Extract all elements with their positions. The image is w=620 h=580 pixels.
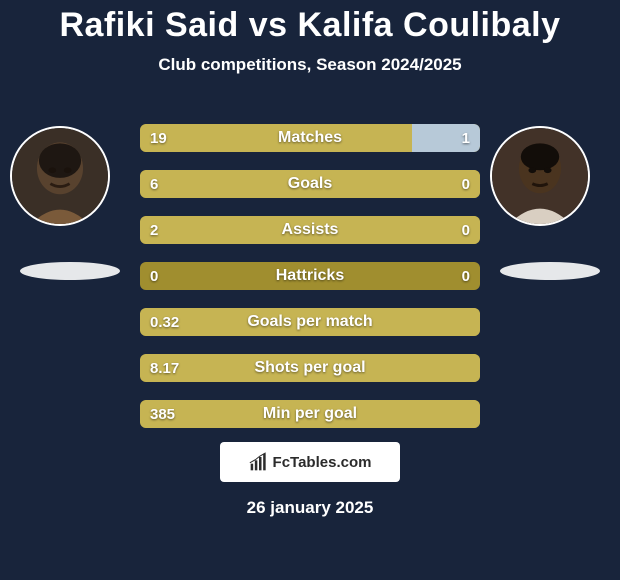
page-title: Rafiki Said vs Kalifa Coulibaly	[0, 0, 620, 45]
stat-bar-right-value: 1	[462, 124, 470, 152]
stat-bar-label: Assists	[140, 216, 480, 244]
stat-bar-label: Min per goal	[140, 400, 480, 428]
stat-bar-row: Goals6 0	[140, 170, 480, 198]
stat-bar-right-value: 0	[462, 216, 470, 244]
player-silhouette-icon	[12, 128, 108, 224]
branding-text: FcTables.com	[273, 454, 372, 471]
stat-bar-left-value: 0	[150, 262, 158, 290]
stat-bar-left-value: 6	[150, 170, 158, 198]
subtitle: Club competitions, Season 2024/2025	[0, 55, 620, 75]
player-right-avatar	[490, 126, 590, 226]
stat-bar-row: Hattricks0 0	[140, 262, 480, 290]
player-left-avatar	[10, 126, 110, 226]
stat-bar-left-value: 2	[150, 216, 158, 244]
player-left-shadow	[20, 262, 120, 280]
stat-bar-row: Matches19 1	[140, 124, 480, 152]
stat-bar-row: Goals per match0.32	[140, 308, 480, 336]
stat-bar-right-value: 0	[462, 170, 470, 198]
stat-bar-left-value: 0.32	[150, 308, 179, 336]
date-label: 26 january 2025	[0, 498, 620, 518]
chart-bars-icon	[249, 452, 269, 472]
stat-bar-label: Goals	[140, 170, 480, 198]
player-silhouette-icon	[492, 128, 588, 224]
stat-bar-label: Shots per goal	[140, 354, 480, 382]
stat-bar-left-value: 8.17	[150, 354, 179, 382]
stats-bars: Matches191Goals60Assists20Hattricks00Goa…	[140, 124, 480, 446]
stat-bar-left-value: 385	[150, 400, 175, 428]
stat-bar-label: Hattricks	[140, 262, 480, 290]
player-right-shadow	[500, 262, 600, 280]
comparison-infographic: Rafiki Said vs Kalifa Coulibaly Club com…	[0, 0, 620, 580]
stat-bar-left-value: 19	[150, 124, 167, 152]
stat-bar-row: Assists2 0	[140, 216, 480, 244]
stat-bar-row: Min per goal385	[140, 400, 480, 428]
stat-bar-row: Shots per goal8.17	[140, 354, 480, 382]
stat-bar-label: Matches	[140, 124, 480, 152]
stat-bar-right-value: 0	[462, 262, 470, 290]
stat-bar-label: Goals per match	[140, 308, 480, 336]
branding-badge: FcTables.com	[220, 442, 400, 482]
